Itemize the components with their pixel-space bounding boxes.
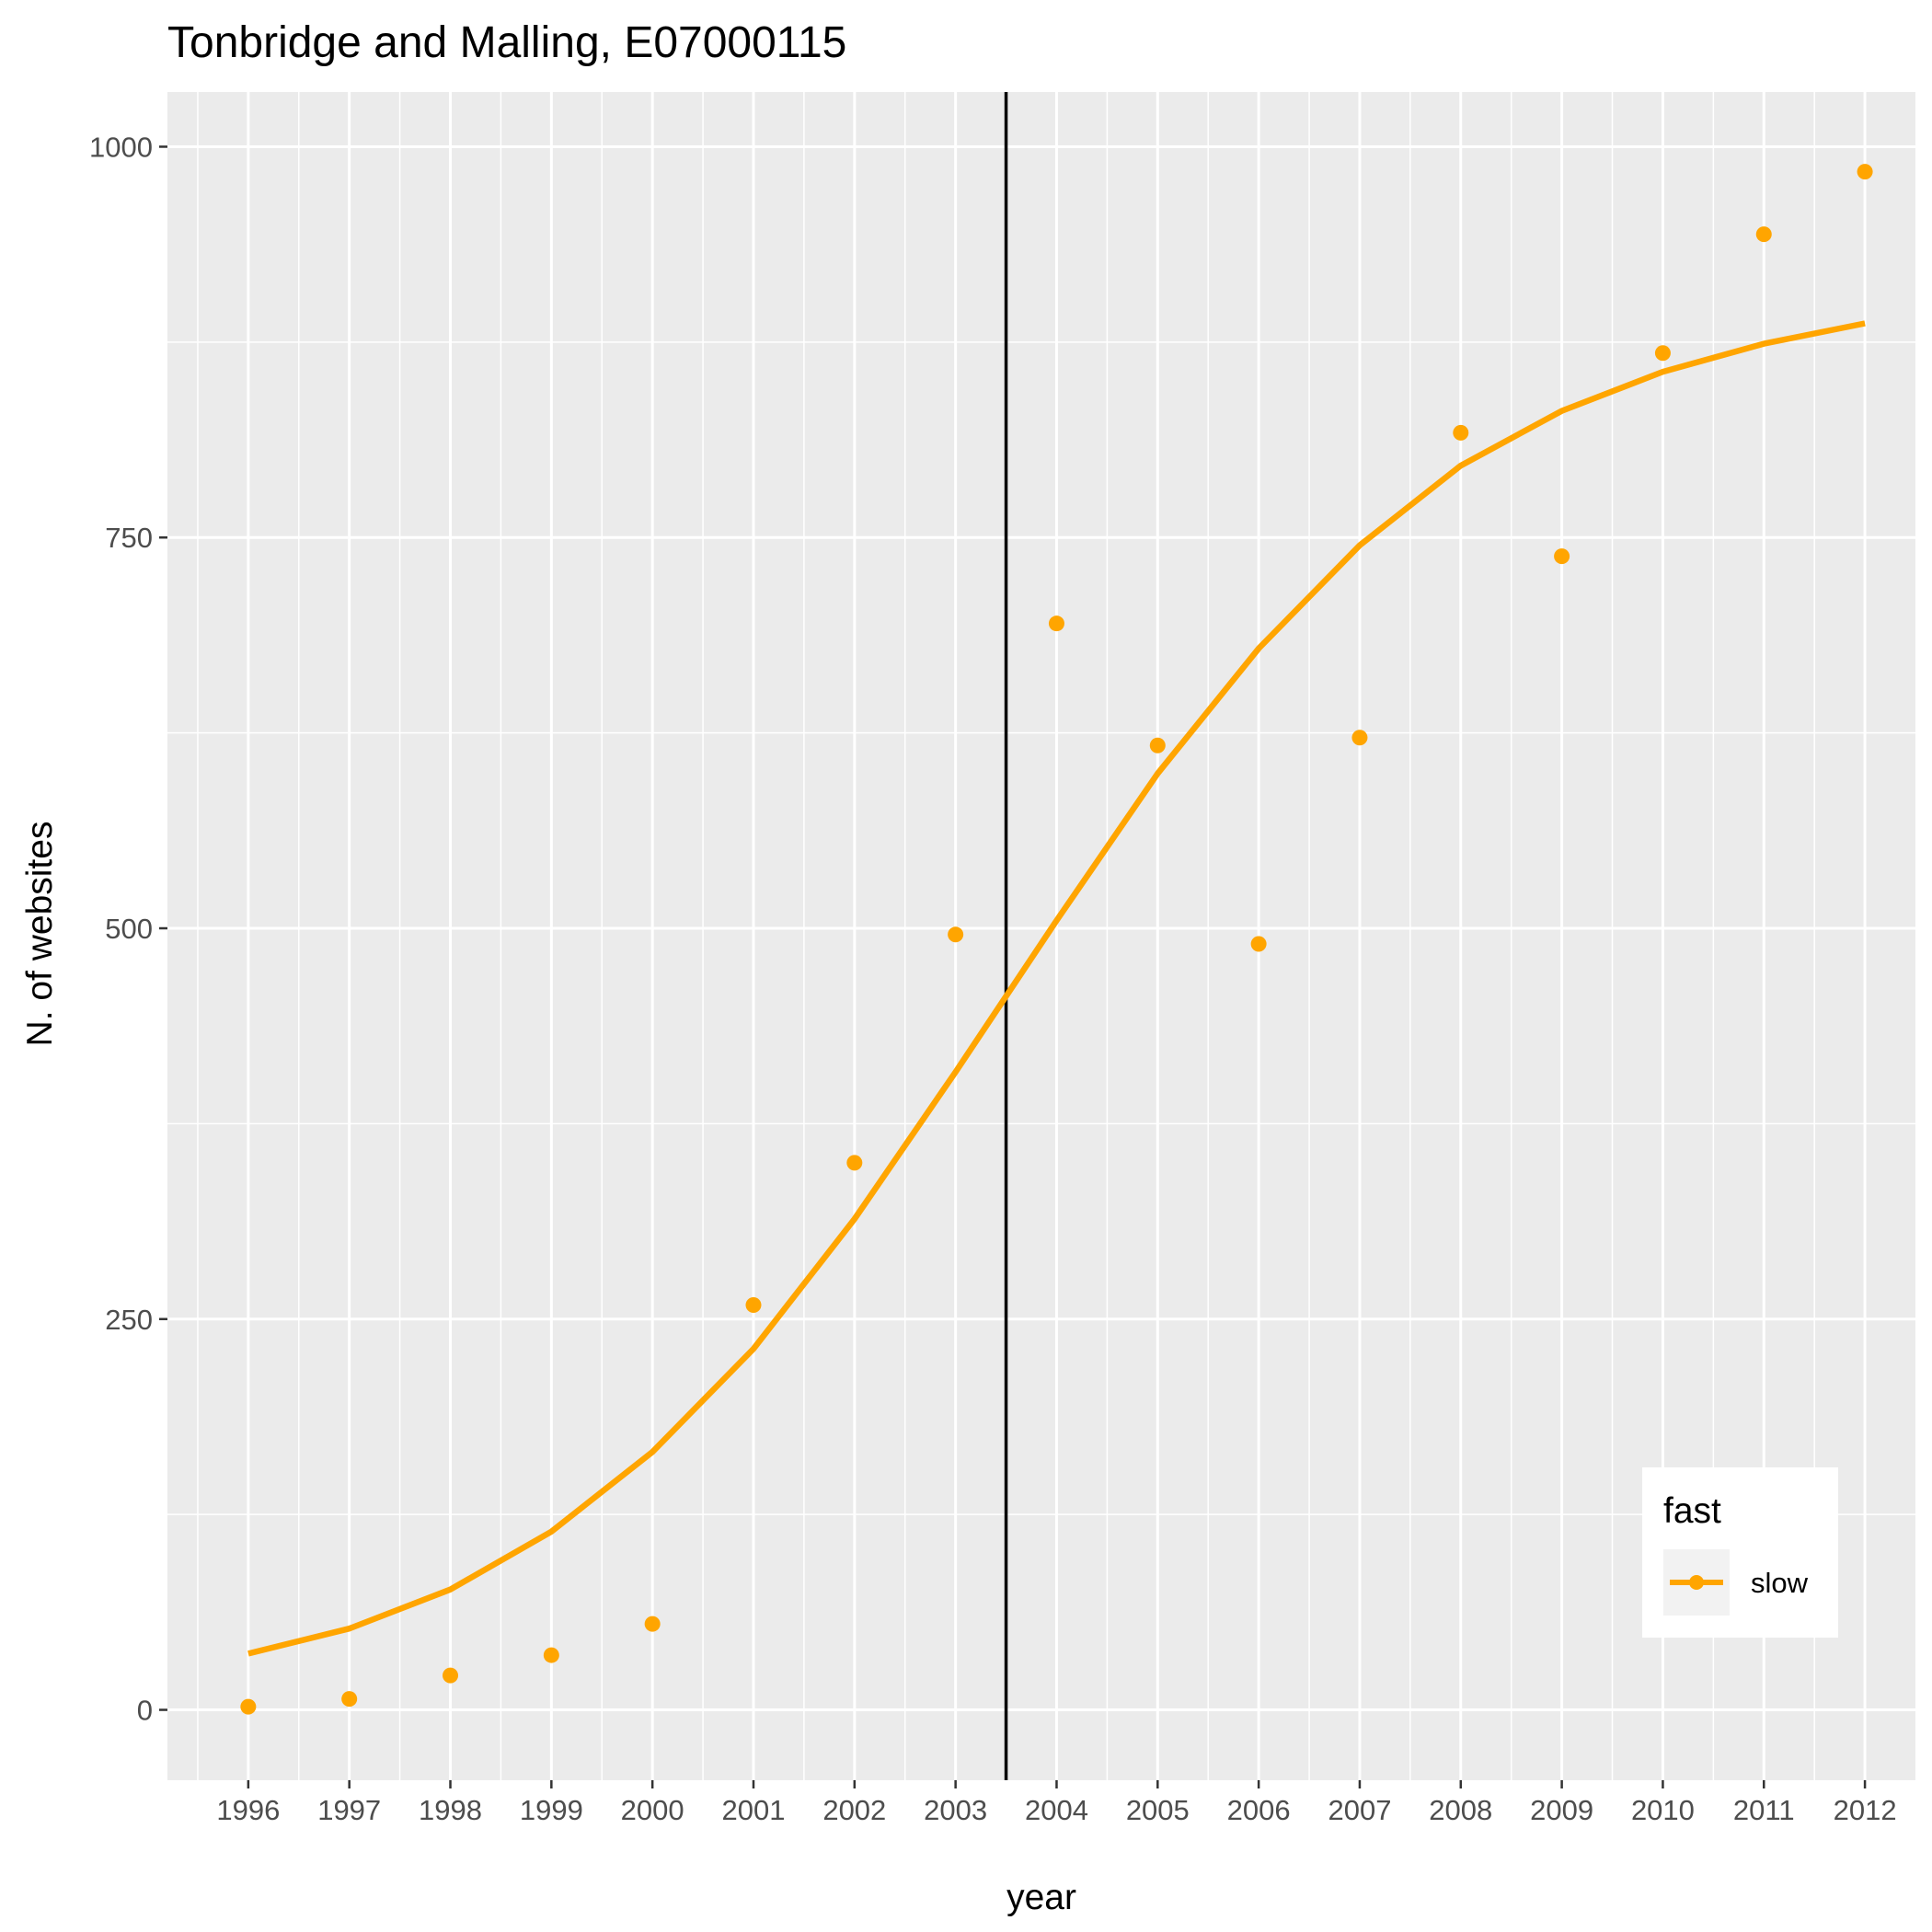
legend: fast slow [1642,1467,1838,1638]
x-tick-label: 2011 [1733,1794,1795,1826]
y-axis-ticks: 0 250 500 750 1000 [89,131,167,1727]
x-tick-label: 2002 [822,1794,886,1826]
legend-key-point [1689,1575,1704,1590]
x-tick-label: 2005 [1126,1794,1190,1826]
data-point [1755,226,1772,243]
data-point [1554,548,1570,565]
x-tick-label: 2006 [1227,1794,1291,1826]
data-point [341,1691,358,1708]
series-smooth-line [247,320,1866,1657]
plot-panel [167,92,1915,1780]
data-point [1250,936,1267,952]
x-tick-label: 1996 [216,1794,280,1826]
points-layer [240,164,1873,1715]
data-point [1351,730,1368,746]
x-tick-label: 2001 [722,1794,786,1826]
legend-label-slow: slow [1751,1567,1809,1599]
chart-title: Tonbridge and Malling, E07000115 [167,18,846,67]
y-axis-title: N. of websites [20,822,60,1047]
y-tick-label: 0 [137,1695,153,1727]
data-point [1654,345,1671,362]
y-tick-label: 250 [105,1304,153,1336]
x-tick-label: 2010 [1631,1794,1695,1826]
x-tick-label: 1997 [317,1794,381,1826]
data-point [443,1667,459,1684]
data-point [644,1616,661,1632]
x-tick-label: 2008 [1429,1794,1492,1826]
y-tick-label: 1000 [89,131,153,163]
data-point [948,926,964,943]
data-point [846,1155,863,1171]
data-point [745,1296,762,1313]
data-point [1048,615,1064,632]
data-point [1149,737,1166,753]
y-tick-label: 750 [105,522,153,554]
x-tick-label: 1999 [520,1794,583,1826]
x-tick-label: 2003 [924,1794,987,1826]
x-axis-title: year [1006,1878,1076,1917]
x-tick-label: 2007 [1328,1794,1391,1826]
legend-title: fast [1663,1491,1721,1531]
x-axis-ticks: 1996 1997 1998 1999 2000 2001 2002 2003 2004 2005… [216,1780,1897,1826]
data-point [1857,164,1873,180]
x-tick-label: 2000 [621,1794,684,1826]
smooth-layer [247,320,1866,1657]
data-point [240,1698,257,1715]
x-tick-label: 1998 [419,1794,482,1826]
x-tick-label: 2009 [1530,1794,1593,1826]
x-tick-label: 2004 [1025,1794,1088,1826]
x-tick-label: 2012 [1834,1794,1897,1826]
data-point [1453,424,1469,441]
data-point [543,1647,559,1663]
y-tick-label: 500 [105,913,153,945]
